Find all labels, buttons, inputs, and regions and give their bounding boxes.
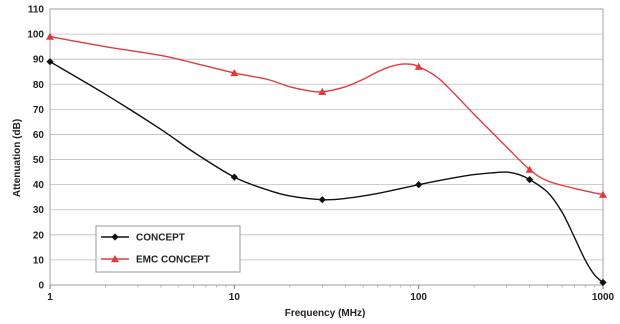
y-axis-title: Attenuation (dB) <box>12 119 23 197</box>
y-tick-label: 70 <box>33 105 45 116</box>
data-point-emc-concept <box>230 68 239 77</box>
series-layer <box>46 32 607 287</box>
y-tick-label: 0 <box>38 281 44 292</box>
data-point-concept <box>318 196 326 204</box>
x-tick-label: 10 <box>229 292 241 303</box>
legend: CONCEPT EMC CONCEPT <box>95 225 241 273</box>
y-tick-label: 40 <box>33 180 45 191</box>
y-tick-label: 100 <box>27 30 44 41</box>
legend-box <box>95 225 241 273</box>
series-concept <box>46 58 607 287</box>
data-point-emc-concept <box>414 62 423 70</box>
data-point-concept <box>526 176 534 184</box>
plot-frame <box>49 8 604 286</box>
data-point-concept <box>46 58 54 66</box>
data-point-emc-concept <box>46 32 54 40</box>
data-point-concept <box>415 181 423 189</box>
y-tick-label: 30 <box>33 205 45 216</box>
series-emc-concept <box>46 32 607 198</box>
legend-marker-emc-concept <box>111 255 119 263</box>
y-tick-label: 90 <box>33 55 45 66</box>
series-line-concept <box>49 61 604 284</box>
legend-label-concept: CONCEPT <box>136 233 185 244</box>
data-point-emc-concept <box>318 87 327 95</box>
legend-marker-concept <box>111 233 119 241</box>
y-tick-label: 60 <box>33 130 45 141</box>
x-axis-title: Frequency (MHz) <box>285 308 366 319</box>
y-tick-label: 20 <box>33 230 45 241</box>
y-tick-label: 50 <box>33 155 45 166</box>
y-tick-label: 10 <box>33 255 45 266</box>
data-point-concept <box>599 278 607 287</box>
x-tick-label: 1 <box>47 292 53 303</box>
y-tick-label: 80 <box>33 80 45 91</box>
x-tick-label: 1000 <box>592 292 615 303</box>
axes-layer <box>49 8 604 289</box>
y-tick-label: 110 <box>28 5 45 16</box>
x-tick-label: 100 <box>410 292 427 303</box>
data-point-concept <box>230 173 238 181</box>
data-point-emc-concept <box>599 190 607 198</box>
data-point-emc-concept <box>525 165 534 173</box>
series-line-emc-concept <box>49 35 604 196</box>
legend-label-emc-concept: EMC CONCEPT <box>136 255 210 266</box>
